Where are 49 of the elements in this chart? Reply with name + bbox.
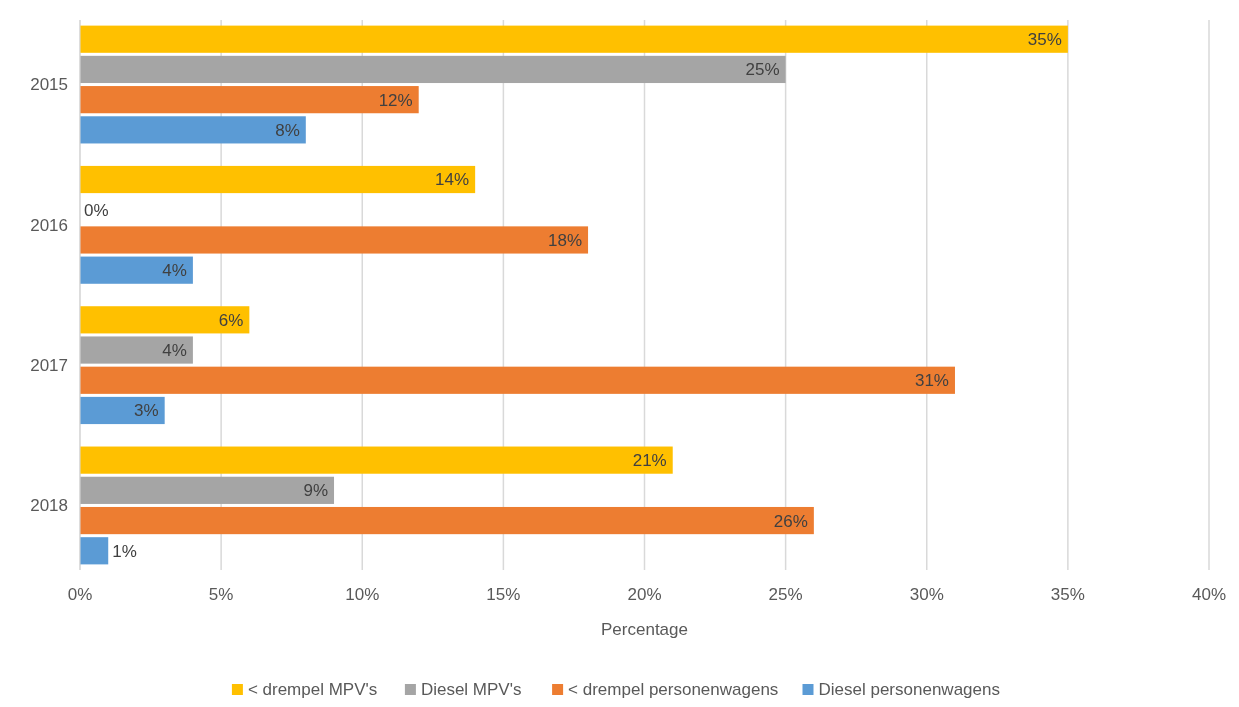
data-label: 25%: [745, 60, 780, 80]
data-label: 1%: [112, 541, 137, 561]
bar: [80, 165, 476, 194]
legend-label: Diesel personenwagens: [818, 680, 1000, 699]
x-tick-label: 10%: [345, 585, 380, 604]
data-label: 0%: [84, 200, 109, 220]
x-tick-label: 15%: [486, 585, 521, 604]
data-label: 18%: [548, 230, 583, 250]
data-label: 3%: [134, 401, 159, 421]
bar: [80, 476, 335, 504]
x-tick-label: 25%: [768, 585, 803, 604]
bar: [80, 446, 673, 474]
bar: [80, 226, 589, 254]
bar: [80, 306, 250, 334]
bar: [80, 537, 109, 565]
legend-label: < drempel MPV's: [247, 680, 378, 699]
bar: [80, 506, 814, 535]
bar: [80, 336, 193, 364]
x-tick-label: 30%: [909, 585, 944, 604]
data-label: 14%: [435, 170, 470, 190]
data-label: 4%: [162, 261, 187, 281]
y-tick-label: 2015: [30, 75, 68, 95]
data-label: 9%: [303, 481, 329, 501]
bar: [80, 256, 193, 284]
legend-label: < drempel personenwagens: [568, 680, 779, 699]
bar: [80, 116, 306, 144]
data-label: 26%: [773, 511, 808, 531]
x-tick-label: 0%: [67, 585, 93, 604]
bar: [80, 396, 165, 425]
data-label: 4%: [162, 340, 187, 360]
bar: [80, 55, 786, 84]
data-label: 21%: [632, 451, 667, 471]
bar: [80, 86, 419, 114]
x-tick-label: 35%: [1050, 585, 1085, 604]
x-tick-label: 5%: [208, 585, 234, 604]
data-label: 6%: [218, 310, 244, 330]
y-tick-label: 2018: [30, 496, 68, 516]
data-label: 31%: [914, 371, 949, 391]
bar: [80, 25, 1068, 53]
x-axis-title: Percentage: [601, 620, 688, 639]
bar: [80, 366, 955, 394]
y-tick-label: 2016: [30, 215, 68, 235]
data-label: 35%: [1027, 30, 1062, 50]
x-tick-label: 20%: [627, 585, 662, 604]
data-label: 8%: [275, 120, 300, 140]
x-tick-label: 40%: [1191, 585, 1227, 604]
legend-label: Diesel MPV's: [420, 680, 522, 699]
y-tick-label: 2017: [30, 356, 68, 376]
data-label: 12%: [378, 90, 413, 110]
